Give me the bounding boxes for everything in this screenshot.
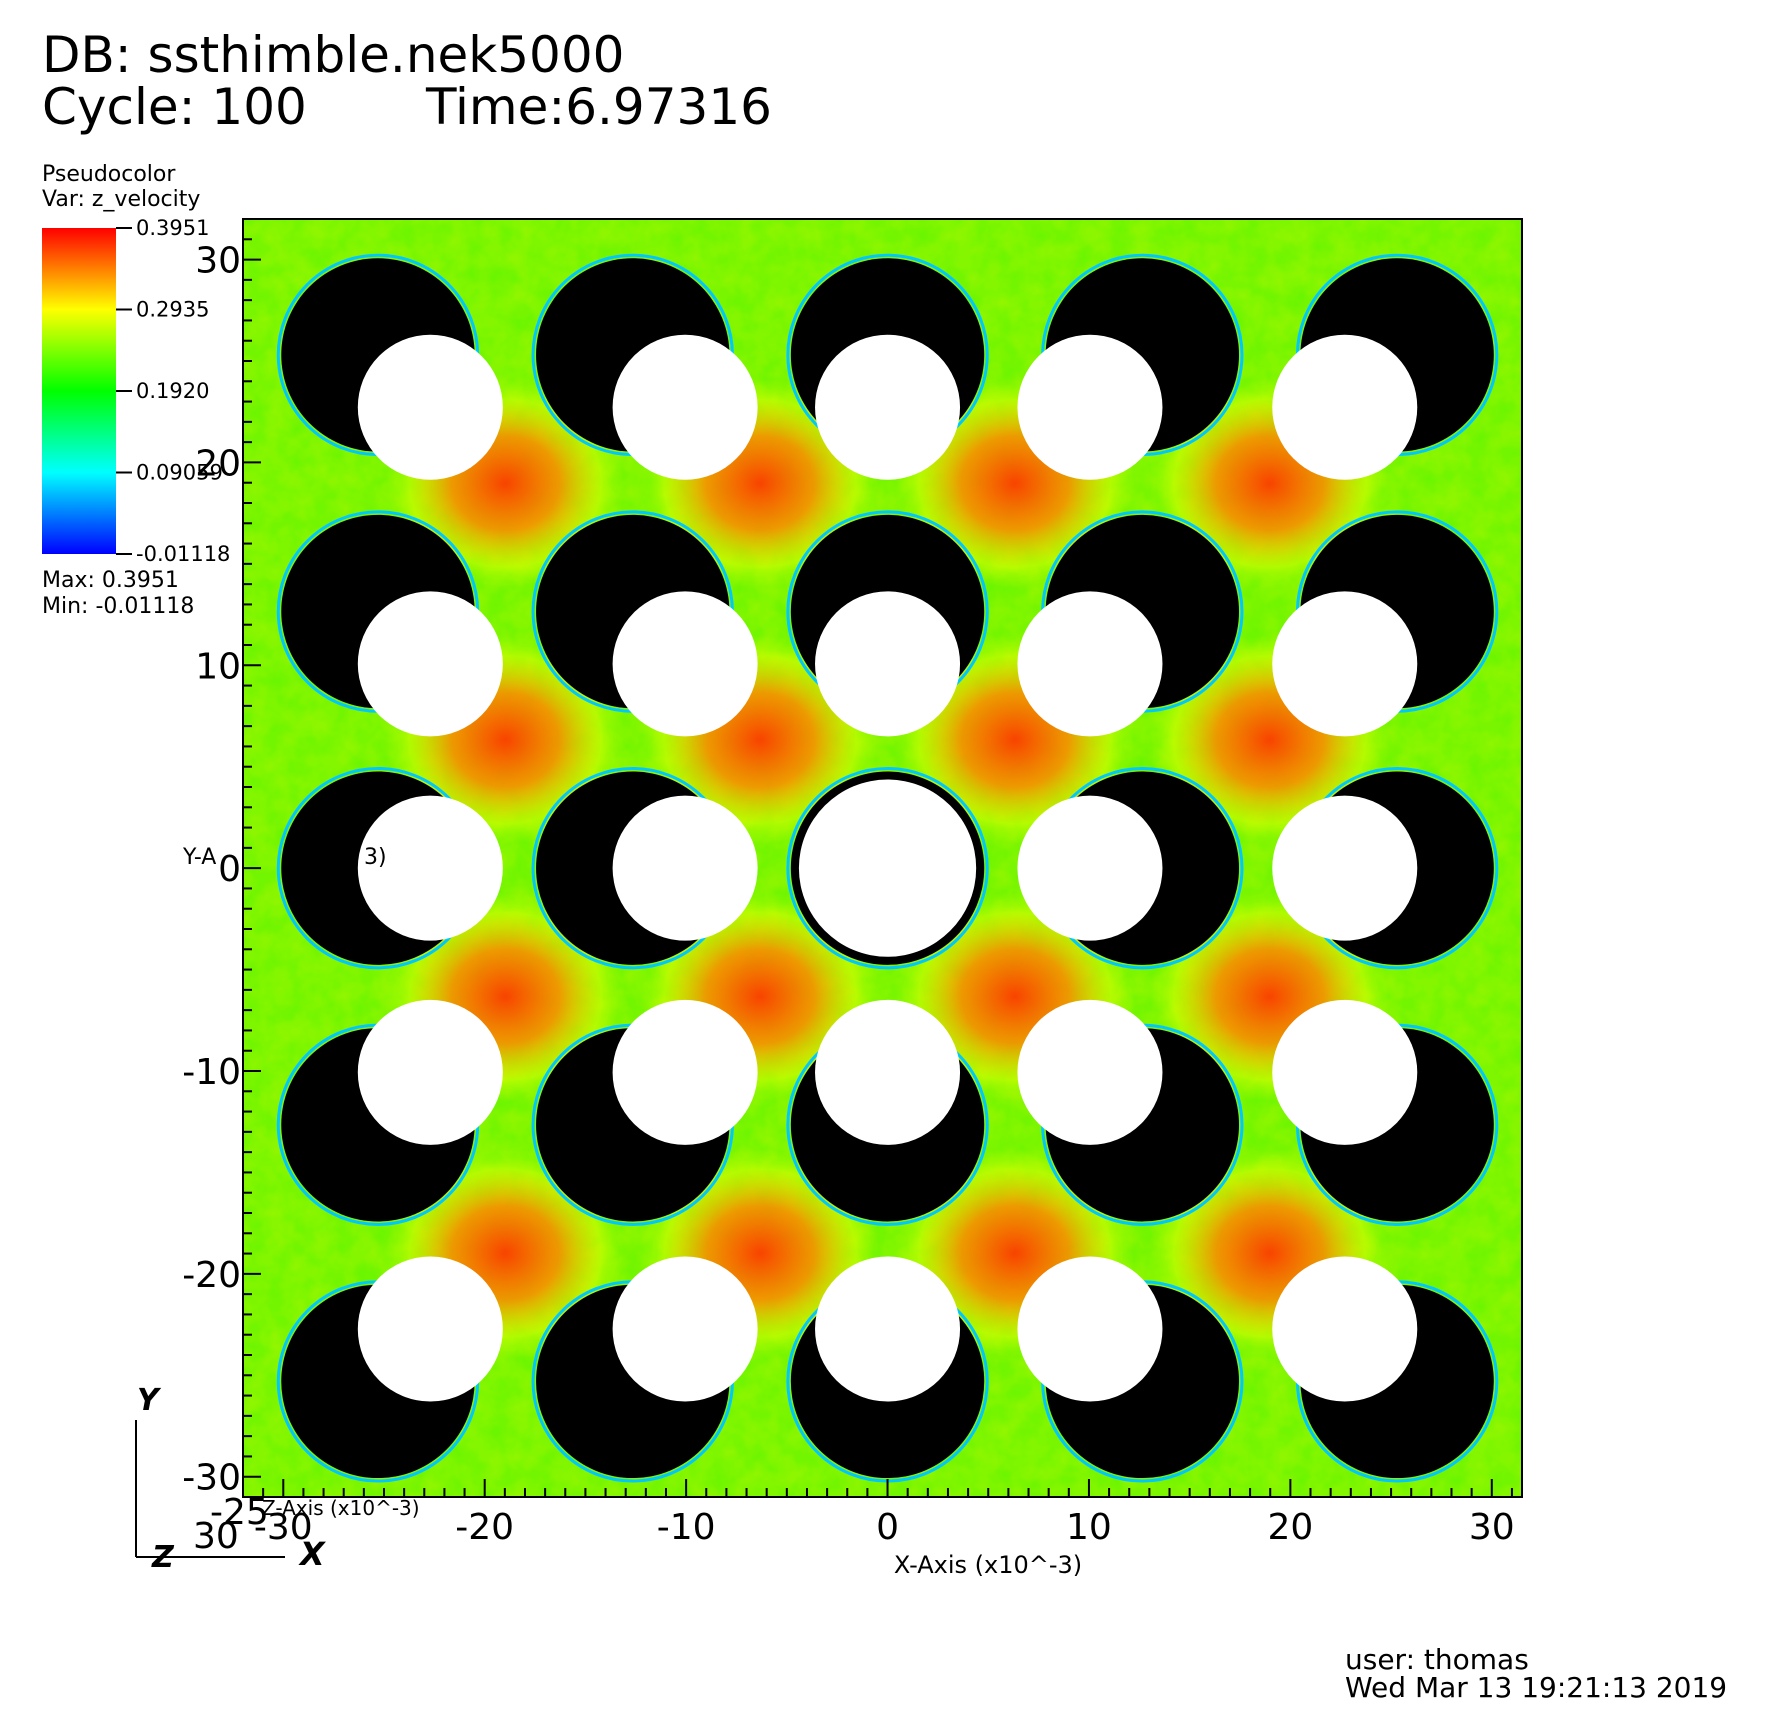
rod-edge [786,766,989,970]
rod-hole [612,999,758,1145]
x-axis-title: X-Axis (x10^-3) [894,1551,1082,1579]
time-label: Time:6.97316 [426,78,772,136]
heatmap-field [243,219,1522,1497]
legend-min: Min: -0.01118 [42,594,195,619]
date-label: Wed Mar 13 19:21:13 2019 [1345,1671,1728,1704]
rod-hole [1017,1256,1163,1402]
rod-hole [1017,591,1163,737]
rod-hole [357,334,503,480]
rod-hole [357,591,503,737]
rod-hole [357,1256,503,1402]
x-axis-overlap-tick: 30 [193,1516,239,1557]
colorbar-tick-label: 0.09059 [136,461,223,485]
y-axis: 30 20 10 0 -10 -20 -30 [182,218,261,1499]
triad-x-label: X [298,1535,326,1573]
x-tick-label: -20 [455,1507,514,1548]
rod-hole [357,999,503,1145]
y-tick-label: -20 [182,1255,241,1296]
rod-hole [815,1256,961,1402]
rods [276,253,1499,1483]
z-axis-tick: -25 [210,1492,269,1533]
y-tick-label: -10 [182,1052,241,1093]
rod-hole [1017,795,1163,941]
z-axis-label-fragment: Z-Axis (x10^-3) [262,1496,420,1520]
legend-title: Pseudocolor [42,162,176,187]
rod-hole [1272,334,1418,480]
rod-hole [1272,591,1418,737]
colorbar-ticks: 0.3951 0.2935 0.1920 0.09059 -0.01118 [116,216,230,566]
x-tick-label: 20 [1267,1507,1313,1548]
x-tick-label: -30 [254,1507,313,1548]
user-label: user: thomas [1345,1643,1529,1676]
rod-hole [815,591,961,737]
y-axis-title-fragment: Y-A [182,845,216,870]
rod-hole [1272,999,1418,1145]
rod-hole [612,591,758,737]
rod-hole [612,1256,758,1402]
y-tick-label: 10 [195,646,241,687]
rod-hole [798,779,977,957]
x-tick-label: 0 [876,1507,899,1548]
rod-hole [1017,334,1163,480]
triad-z-label: Z [151,1540,175,1575]
colorbar-tick-label: -0.01118 [136,542,230,566]
legend-variable: Var: z_velocity [42,187,201,212]
triad-y-label: Y [137,1383,162,1418]
x-tick-label: 10 [1066,1507,1112,1548]
axis-triad: Y X Z [135,1383,326,1575]
x-tick-label: 30 [1469,1507,1515,1548]
rod-hole [815,334,961,480]
rod-hole [612,334,758,480]
cycle-label: Cycle: 100 [42,78,307,136]
colorbar-tick-label: 0.1920 [136,379,209,403]
legend-max: Max: 0.3951 [42,568,179,593]
x-axis: -30 -20 -10 0 10 20 30 [254,1479,1515,1548]
rod-hole [1272,1256,1418,1402]
colorbar [42,228,116,554]
rod-hole [357,795,503,941]
x-tick-label: -10 [657,1507,716,1548]
y-axis-title-tail: 3) [364,845,387,870]
rod-hole [1272,795,1418,941]
y-tick-label: 30 [195,241,241,282]
colorbar-tick-label: 0.2935 [136,298,209,322]
db-title: DB: ssthimble.nek5000 [42,26,625,84]
plot-frame [242,218,1523,1498]
y-tick-label: 20 [195,443,241,484]
rod-hole [815,999,961,1145]
colorbar-tick-label: 0.3951 [136,216,209,240]
rod-hole [612,795,758,941]
rod-hole [1017,999,1163,1145]
y-tick-label: -30 [182,1458,241,1499]
y-tick-label: 0 [218,849,241,890]
